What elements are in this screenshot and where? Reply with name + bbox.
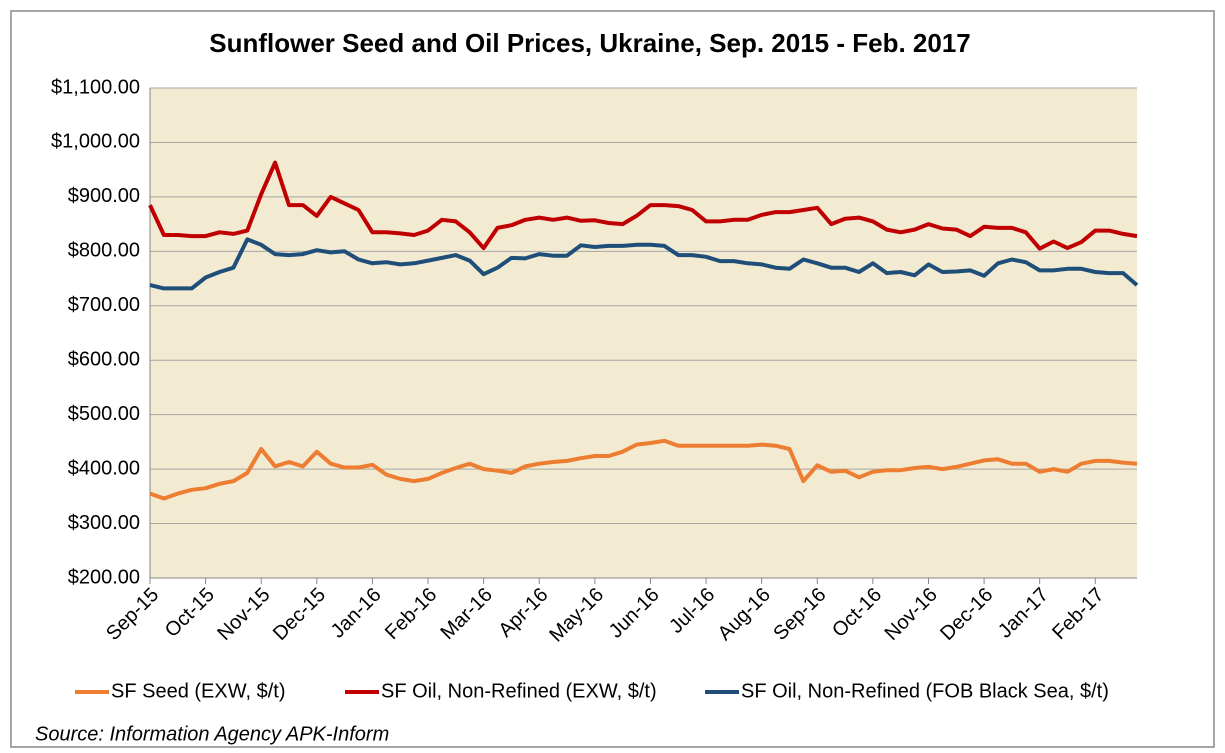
legend-label: SF Oil, Non-Refined (FOB Black Sea, $/t) (741, 680, 1109, 702)
y-tick-label: $300.00 (68, 512, 140, 534)
legend-label: SF Oil, Non-Refined (EXW, $/t) (381, 680, 657, 702)
y-tick-label: $700.00 (68, 294, 140, 316)
y-tick-label: $600.00 (68, 349, 140, 371)
series-line (149, 438, 1138, 501)
y-tick-label: $1,100.00 (51, 76, 140, 98)
y-tick-label: $400.00 (68, 457, 140, 479)
y-tick-label: $500.00 (68, 403, 140, 425)
source: Source: Information Agency APK-Inform (35, 723, 389, 745)
plot-area (150, 88, 1137, 578)
y-tick-label: $900.00 (68, 185, 140, 207)
y-tick-label: $1,000.00 (51, 131, 140, 153)
series-line (149, 237, 1139, 291)
y-tick-label: $200.00 (68, 566, 140, 588)
series-line (148, 160, 1138, 251)
chart-title: Sunflower Seed and Oil Prices, Ukraine, … (209, 28, 971, 58)
y-tick-label: $800.00 (68, 240, 140, 262)
legend-label: SF Seed (EXW, $/t) (111, 680, 286, 702)
